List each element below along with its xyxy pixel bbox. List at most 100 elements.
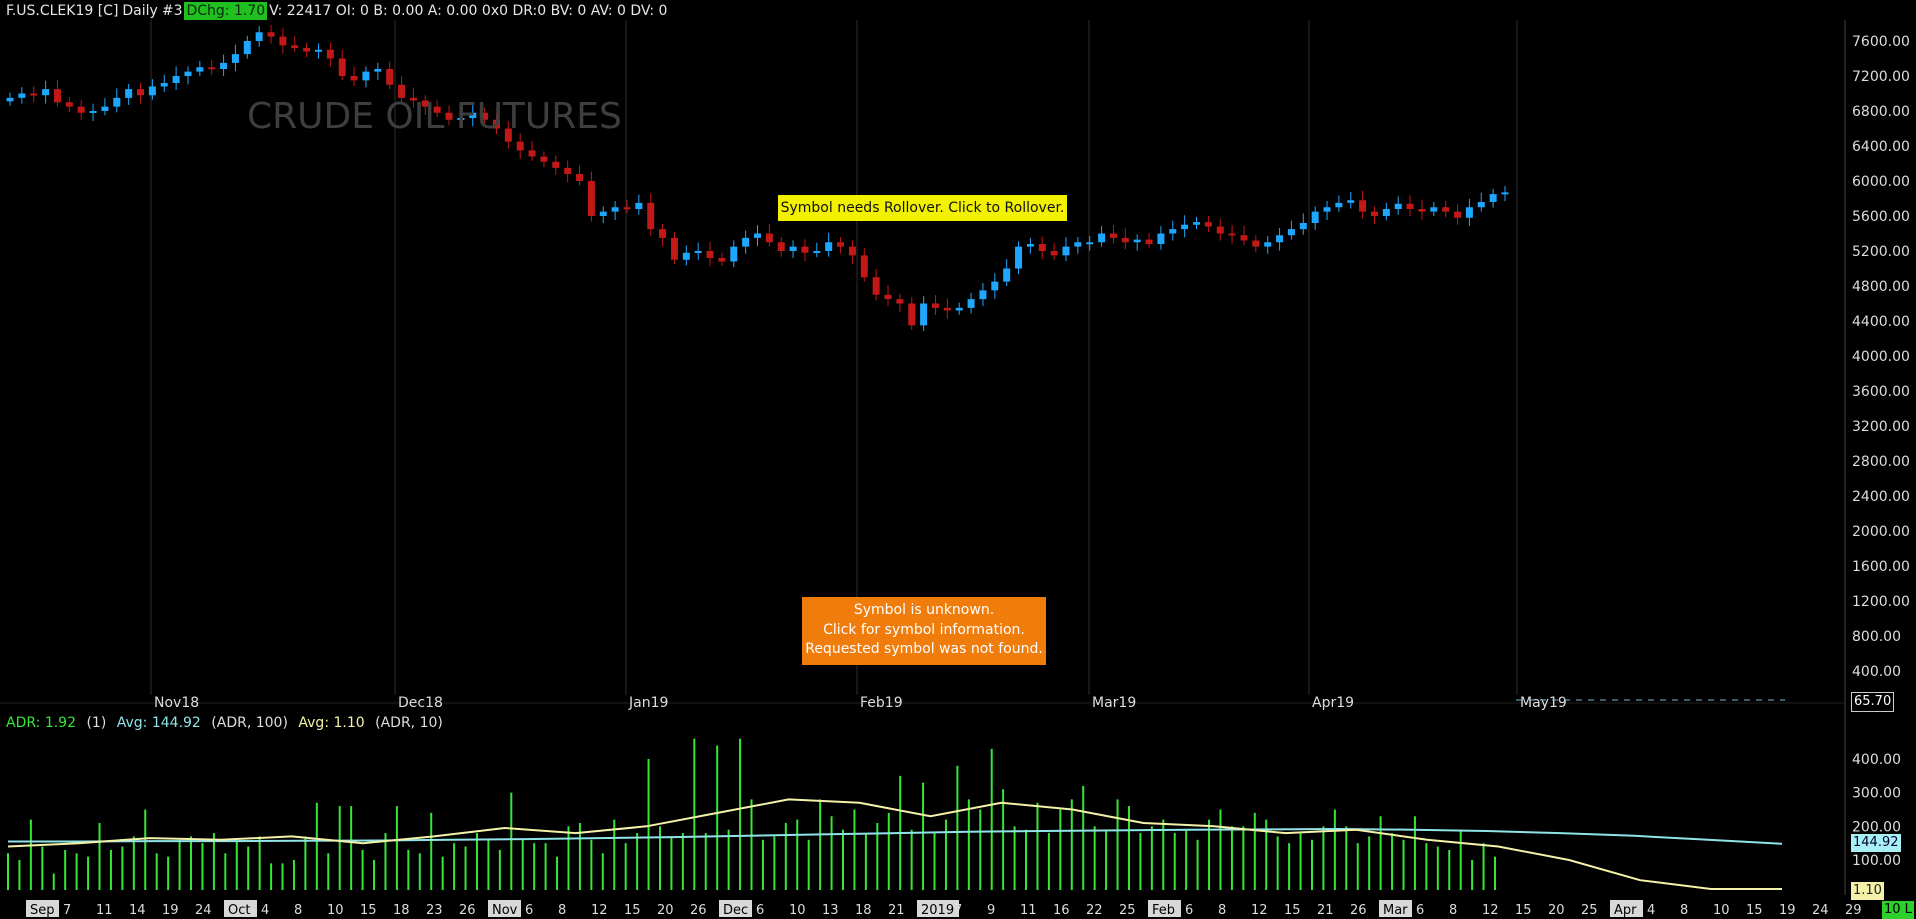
- month-tick-bg: [1148, 900, 1181, 917]
- candle-body: [991, 281, 999, 291]
- avg10-value: Avg: 1.10: [298, 715, 365, 731]
- indicator-legend[interactable]: ADR: 1.92 (1) Avg: 144.92 (ADR, 100) Avg…: [6, 715, 449, 731]
- x-tick-label: 18: [855, 903, 872, 918]
- candle-body: [1394, 203, 1402, 209]
- candle-body: [421, 100, 429, 107]
- candle-body: [694, 251, 702, 253]
- x-tick-label: Sep: [30, 903, 55, 918]
- candle-body: [552, 161, 560, 168]
- candle-body: [125, 89, 133, 98]
- x-tick-label: 11: [1020, 903, 1037, 918]
- candle-body: [386, 69, 394, 85]
- price-tick: 6000.00: [1852, 174, 1910, 190]
- candle-body: [504, 128, 512, 142]
- symbol-unknown-banner[interactable]: Symbol is unknown. Click for symbol info…: [802, 597, 1046, 665]
- candle-body: [765, 233, 773, 243]
- candle-body: [326, 49, 334, 59]
- price-tick: 2800.00: [1852, 454, 1910, 470]
- candle-body: [1098, 233, 1106, 243]
- x-tick-label: 26: [690, 903, 707, 918]
- candle-body: [1323, 207, 1331, 212]
- month-label: Feb19: [860, 695, 903, 711]
- x-tick-label: 15: [624, 903, 641, 918]
- candle-body: [1454, 211, 1462, 218]
- candle-body: [77, 106, 85, 113]
- candle-body: [1015, 246, 1023, 269]
- avg10-box: 1.10: [1851, 882, 1884, 900]
- candle-body: [1264, 242, 1272, 247]
- candle-body: [374, 69, 382, 72]
- adr-tick: 200.00: [1852, 819, 1901, 835]
- x-tick-label: 6: [1416, 903, 1424, 918]
- candle-body: [1311, 211, 1319, 223]
- price-tick: 4400.00: [1852, 314, 1910, 330]
- x-tick-label: 8: [1449, 903, 1457, 918]
- last-price-box: 65.70: [1851, 692, 1895, 712]
- interval-label[interactable]: Daily: [122, 3, 158, 19]
- month-label: Apr19: [1312, 695, 1354, 711]
- x-tick-label: 6: [1185, 903, 1193, 918]
- candle-body: [564, 167, 572, 174]
- x-tick-label: 9: [987, 903, 995, 918]
- avg10-line: [7, 798, 1782, 890]
- x-tick-label: 25: [1119, 903, 1136, 918]
- price-tick: 4000.00: [1852, 349, 1910, 365]
- candle-body: [623, 207, 631, 210]
- candle-body: [208, 67, 216, 70]
- candle-body: [1216, 226, 1224, 234]
- candle-body: [670, 237, 678, 260]
- candle-body: [457, 118, 465, 120]
- candle-body: [6, 97, 14, 102]
- adr-param: (1): [86, 715, 107, 731]
- candle-body: [303, 48, 311, 52]
- candle-body: [955, 307, 963, 311]
- candle-body: [101, 106, 109, 111]
- x-tick-label: 6: [525, 903, 533, 918]
- month-tick-bg: [488, 900, 521, 917]
- candle-body: [801, 246, 809, 253]
- x-tick-label: 7: [63, 903, 71, 918]
- adr-tick: 400.00: [1852, 752, 1901, 768]
- price-tick: 1600.00: [1852, 559, 1910, 575]
- x-tick-label: 19: [1779, 903, 1796, 918]
- candle-body: [137, 89, 145, 96]
- candle-body: [896, 299, 904, 304]
- month-tick-bg: [917, 900, 959, 917]
- x-tick-label: 12: [1482, 903, 1499, 918]
- month-tick-bg: [1610, 900, 1643, 917]
- price-tick: 6400.00: [1852, 139, 1910, 155]
- candle-body: [587, 181, 595, 216]
- price-tick: 3600.00: [1852, 384, 1910, 400]
- candle-body: [1074, 242, 1082, 247]
- month-label: Dec18: [398, 695, 443, 711]
- x-tick-label: 8: [558, 903, 566, 918]
- candle-body: [1181, 224, 1189, 230]
- unknown-line-1: Symbol is unknown.: [853, 602, 995, 618]
- x-tick-label: 15: [1284, 903, 1301, 918]
- candle-body: [884, 294, 892, 300]
- symbol-label[interactable]: F.US.CLEK19 [C]: [6, 3, 119, 19]
- x-tick-label: 25: [1581, 903, 1598, 918]
- candle-body: [920, 303, 928, 326]
- candle-body: [184, 71, 192, 76]
- x-tick-label: 8: [1680, 903, 1688, 918]
- x-tick-label: 6: [756, 903, 764, 918]
- x-tick-label: 20: [1548, 903, 1565, 918]
- candle-body: [1109, 233, 1117, 238]
- candle-body: [398, 84, 406, 98]
- candle-body: [1418, 209, 1426, 212]
- rollover-banner[interactable]: Symbol needs Rollover. Click to Rollover…: [778, 195, 1067, 221]
- x-tick-label: 2019: [921, 903, 954, 918]
- candle-body: [1062, 246, 1070, 256]
- corner-box[interactable]: 10 L: [1882, 901, 1914, 919]
- x-tick-label: 15: [1515, 903, 1532, 918]
- candle-body: [18, 93, 26, 98]
- x-tick-label: 12: [1251, 903, 1268, 918]
- candle-body: [338, 58, 346, 76]
- x-tick-label: 21: [1317, 903, 1334, 918]
- candle-body: [1465, 207, 1473, 218]
- candle-body: [742, 237, 750, 247]
- x-tick-label: 18: [393, 903, 410, 918]
- candle-body: [314, 49, 322, 52]
